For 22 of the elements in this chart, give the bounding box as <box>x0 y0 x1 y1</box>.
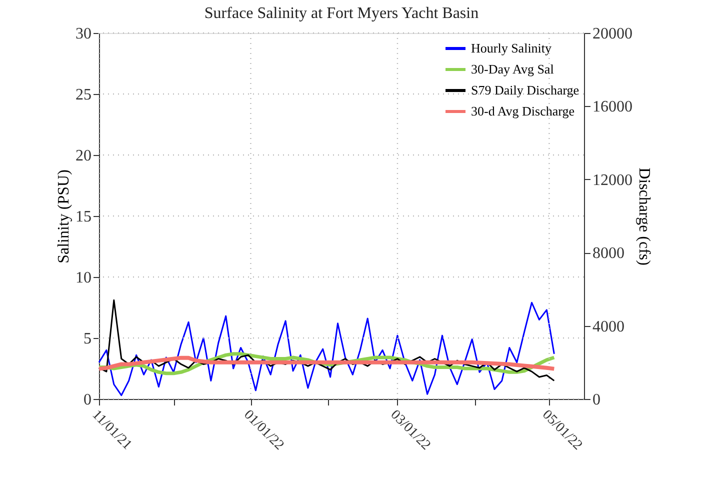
y-axis-title: Salinity (PSU) <box>56 170 72 264</box>
y-tick-label: 5 <box>84 330 92 348</box>
y2-tick-label: 12000 <box>592 172 632 189</box>
legend-label: Hourly Salinity <box>471 40 552 56</box>
line-series <box>97 356 556 371</box>
y-tick-label: 10 <box>76 270 92 286</box>
line-series <box>98 302 555 396</box>
y2-tick-label: 0 <box>592 392 600 408</box>
y-tick-label: 15 <box>76 208 92 226</box>
y-tick-label: 0 <box>84 392 92 408</box>
legend-label: 30-d Avg Discharge <box>471 104 575 118</box>
legend-label: 30-Day Avg Sal <box>471 62 554 76</box>
y-tick-label: 20 <box>76 148 92 164</box>
chart-title: Surface Salinity at Fort Myers Yacht Basin <box>204 5 479 22</box>
legend-label: S79 Daily Discharge <box>471 82 580 98</box>
y2-tick-label: 8000 <box>592 245 624 262</box>
y2-tick-label: 20000 <box>592 26 632 42</box>
y2-axis-title: Discharge (cfs) <box>636 168 652 266</box>
y2-tick-label: 16000 <box>592 98 632 116</box>
y2-tick-label: 4000 <box>592 318 624 336</box>
y-tick-label: 25 <box>76 86 92 104</box>
y-tick-label: 30 <box>76 26 92 42</box>
